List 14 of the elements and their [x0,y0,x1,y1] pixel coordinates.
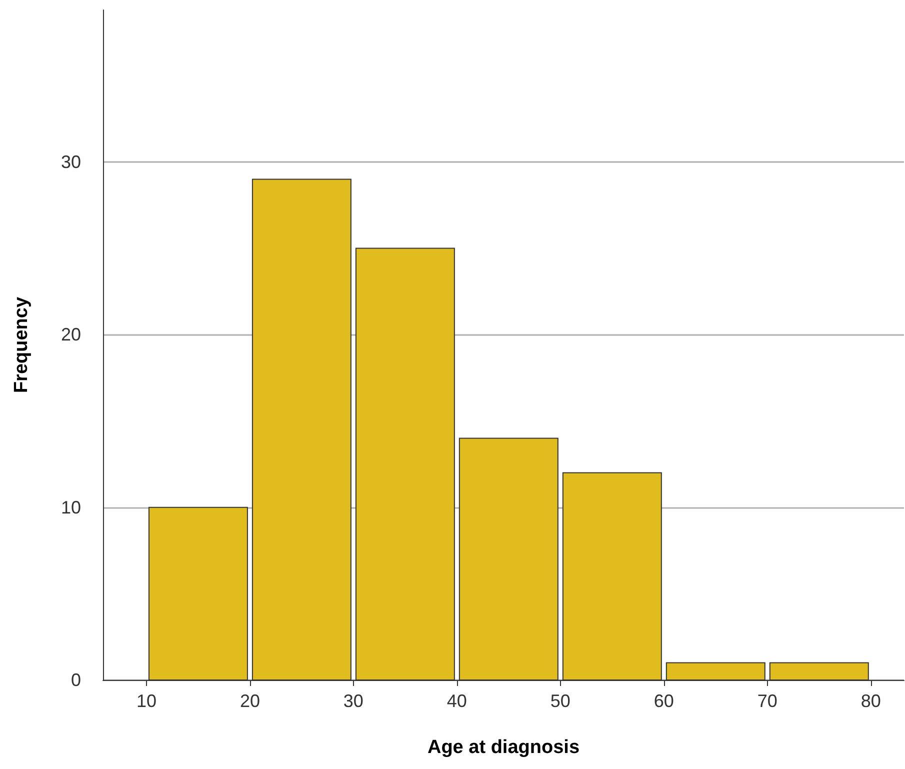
x-tick-label: 10 [136,691,156,711]
x-tick-label: 50 [550,691,570,711]
y-tick-label: 20 [60,324,81,345]
x-tick-label: 20 [240,691,260,711]
y-tick-label: 30 [60,152,81,172]
x-axis-title: Age at diagnosis [427,737,580,758]
x-tick-label: 30 [343,691,364,711]
x-tick-label: 70 [757,691,778,711]
y-tick-label: 10 [60,497,81,518]
x-tick-label: 40 [446,691,467,711]
x-tick-label: 80 [860,691,881,711]
y-axis-title: Frequency [11,296,32,394]
y-tick-label: 0 [70,670,81,690]
x-tick-label: 60 [654,691,674,711]
